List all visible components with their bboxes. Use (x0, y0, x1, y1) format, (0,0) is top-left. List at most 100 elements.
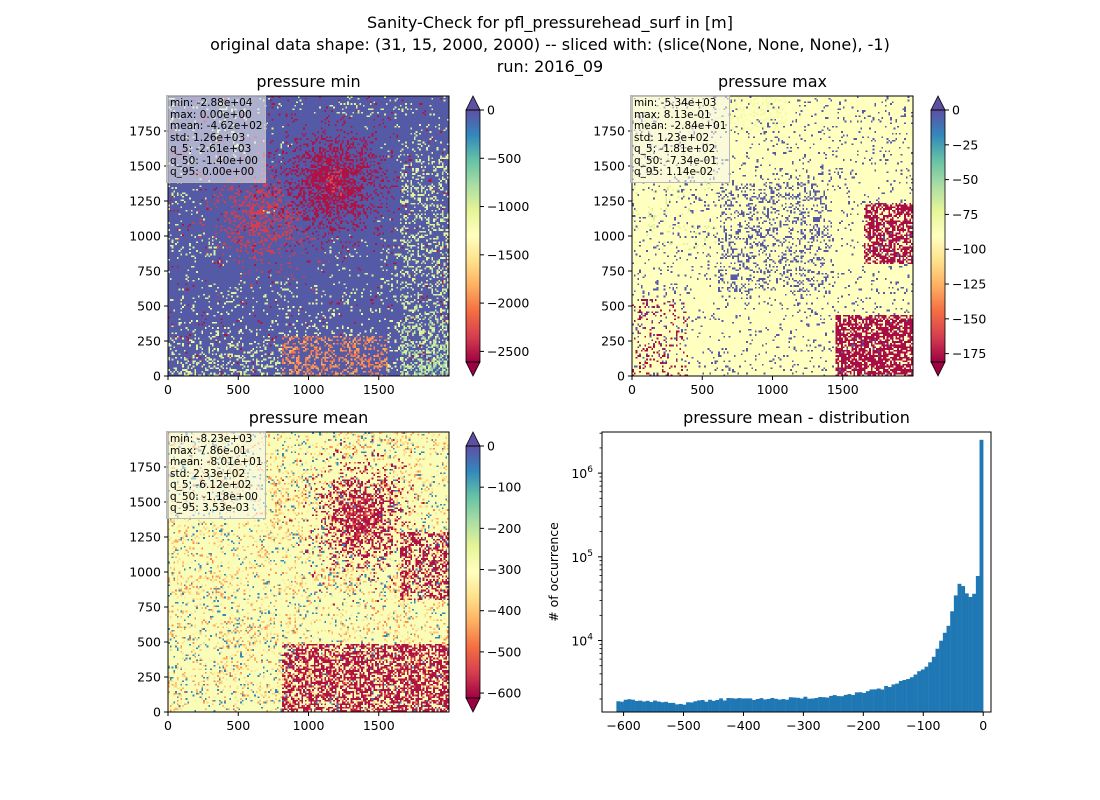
histogram-bar (946, 625, 951, 712)
stats-line: std: 2.33e+02 (170, 467, 246, 480)
stats-line: min: -5.34e+03 (634, 97, 717, 109)
histogram-bar (627, 699, 632, 712)
histogram-bar (623, 699, 628, 712)
stats-line: q_95: 3.53e-03 (170, 502, 250, 514)
stats-box-pressure-min: min: -2.88e+04 max: 0.00e+00 mean: -4.62e+… (166, 95, 267, 183)
y-tick-label-pressure-min-1: 250 (137, 334, 161, 349)
x-tick-label-pressure-max-3: 1500 (827, 382, 859, 397)
histogram-bar (829, 695, 834, 712)
histogram-bar (968, 596, 973, 712)
colorbar-pressure-min: 0 −500 −1000 −1500 −2000 −2500 (465, 95, 529, 377)
stats-line: q_50: -1.40e+00 (170, 154, 258, 167)
histogram-bar (642, 701, 646, 712)
histogram-bar (902, 679, 907, 712)
histogram-bar (770, 697, 775, 712)
histogram-bar (671, 702, 676, 712)
panel-title-pressure-max: pressure max (717, 72, 828, 91)
colorbar-tick-label-pressure-max-6: −150 (952, 311, 986, 326)
histogram-bar (957, 583, 962, 712)
histogram-bar (913, 674, 918, 712)
histogram-bar (656, 701, 661, 712)
hist-x-tick-label-3: −300 (786, 718, 820, 733)
colorbar-tick-label-pressure-mean-3: −300 (487, 562, 521, 577)
histogram-bar (741, 698, 745, 712)
y-tick-label-pressure-min-2: 500 (137, 299, 161, 314)
hist-x-tick-label-2: −400 (726, 718, 760, 733)
figure-title-line-3: run: 2016_09 (496, 57, 604, 76)
histogram-bar (785, 699, 789, 712)
hist-y-axis-label: # of occurrence (546, 522, 561, 622)
histogram-bar (818, 697, 823, 712)
histogram-bar (777, 699, 782, 712)
histogram-bar (876, 688, 881, 712)
colorbar-extend-bottom-pressure-mean (465, 697, 481, 713)
colorbar-tick-label-pressure-max-7: −175 (952, 346, 986, 361)
stats-line: q_95: 0.00e+00 (170, 166, 255, 178)
colorbar-tick-label-pressure-min-5: −2500 (487, 344, 529, 359)
histogram-bar (660, 702, 665, 712)
histogram-bar (851, 695, 856, 712)
histogram-bar (667, 702, 672, 712)
colorbar-gradient-pressure-min (466, 110, 480, 362)
y-tick-label-pressure-mean-0: 0 (153, 705, 161, 720)
stats-line: std: 1.26e+03 (170, 131, 246, 144)
histogram-bar (935, 648, 940, 712)
colorbar-extend-bottom-pressure-max (930, 361, 946, 377)
histogram-bar (682, 704, 687, 712)
histogram-bar (909, 677, 914, 712)
hist-y-tick-label-0: 104 (571, 633, 593, 649)
colorbar-extend-top-pressure-mean (465, 431, 481, 447)
y-tick-label-pressure-min-3: 750 (137, 264, 161, 279)
colorbar-tick-label-pressure-mean-2: −200 (487, 521, 521, 536)
histogram-bar (942, 632, 947, 712)
histogram-bar (759, 698, 764, 712)
histogram-bar (924, 666, 929, 712)
y-tick-label-pressure-mean-2: 500 (137, 635, 161, 650)
x-tick-label-pressure-min-1: 500 (226, 382, 250, 397)
histogram-bar (700, 699, 705, 712)
stats-line: max: 8.13e-01 (634, 108, 711, 121)
y-tick-label-pressure-max-7: 1750 (593, 124, 625, 139)
histogram-bar (873, 689, 878, 712)
x-tick-label-pressure-mean-0: 0 (164, 718, 172, 733)
y-tick-label-pressure-mean-1: 250 (137, 670, 161, 685)
colorbar-tick-label-pressure-mean-5: −500 (487, 644, 521, 659)
histogram-bar (649, 702, 654, 712)
y-tick-label-pressure-min-0: 0 (153, 369, 161, 384)
colorbar-tick-label-pressure-max-3: −75 (952, 207, 978, 222)
histogram-bar (722, 700, 727, 712)
histogram-bar (917, 671, 922, 712)
colorbar-tick-label-pressure-min-0: 0 (487, 103, 495, 118)
histogram-bar (814, 698, 819, 712)
histogram-bar (858, 692, 863, 712)
histogram-bar (964, 593, 969, 712)
histogram-bar (821, 697, 826, 712)
histogram-bar (796, 697, 800, 712)
colorbar-tick-label-pressure-mean-6: −600 (487, 686, 521, 701)
colorbar-gradient-pressure-mean (466, 446, 480, 698)
stats-line: min: -8.23e+03 (170, 433, 253, 445)
colorbar-pressure-mean: 0 −100 −200 −300 −400 −500 −600 (465, 431, 521, 713)
histogram-bar (781, 699, 786, 712)
colorbar-tick-label-pressure-min-3: −1500 (487, 247, 529, 262)
histogram-panel: −600 −500 −400 −300 −200 −100 0 104 105 106 # of o… (546, 431, 992, 733)
histogram-bar (737, 698, 742, 712)
y-tick-label-pressure-mean-3: 750 (137, 600, 161, 615)
y-tick-label-pressure-min-7: 1750 (129, 124, 161, 139)
histogram-frame (601, 431, 992, 713)
histogram-bar (810, 698, 815, 712)
colorbar-frame-pressure-max (930, 109, 946, 363)
histogram-bar (653, 700, 657, 712)
colorbar-tick-label-pressure-min-2: −1000 (487, 199, 529, 214)
histogram-bar (693, 701, 698, 712)
y-tick-label-pressure-max-4: 1000 (593, 229, 625, 244)
hist-x-tick-label-1: −500 (666, 718, 700, 733)
histogram-bar (906, 679, 911, 712)
histogram-bar (715, 699, 720, 712)
histogram-bar (689, 702, 694, 712)
histogram-bar (620, 701, 624, 712)
histogram-bar (807, 698, 812, 712)
stats-line: q_50: -7.34e-01 (634, 154, 717, 167)
histogram-bar (920, 669, 925, 712)
histogram-bar (711, 700, 716, 712)
